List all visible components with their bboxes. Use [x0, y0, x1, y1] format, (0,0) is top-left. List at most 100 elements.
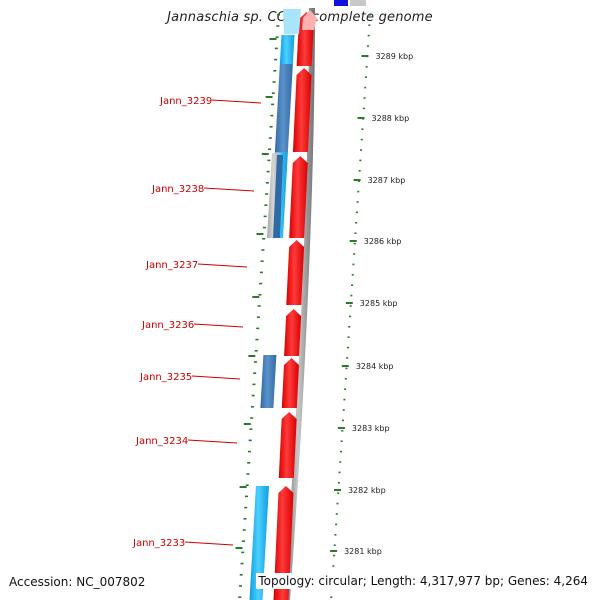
right-scale-tick: [339, 461, 342, 463]
scale-major-tick: [330, 550, 338, 552]
left-scale-tick: [268, 137, 272, 139]
gene-label: Jann_3234: [135, 436, 188, 447]
left-scale-tick: [265, 182, 269, 184]
gene-label-leader: [187, 439, 238, 444]
right-scale-tick: [369, 14, 372, 16]
left-scale-tick: [239, 574, 243, 576]
gene-block: [350, 0, 366, 6]
left-major-tick: [261, 153, 269, 155]
left-scale-tick: [245, 484, 249, 486]
right-scale-tick: [342, 419, 345, 422]
scale-major-tick: [357, 117, 365, 119]
right-scale-tick: [346, 346, 349, 349]
left-major-tick: [269, 38, 277, 40]
left-major-tick: [265, 96, 273, 98]
left-scale-tick: [271, 103, 275, 106]
scale-label: 3281 kbp: [344, 547, 382, 556]
left-scale-tick: [244, 506, 248, 509]
gene-block: [334, 0, 348, 6]
left-scale-tick: [272, 81, 276, 83]
left-scale-tick: [260, 260, 264, 262]
right-scale-tick: [333, 544, 336, 546]
accession-label: Accession: NC_007802: [9, 575, 146, 589]
right-scale-tick: [353, 253, 356, 255]
left-scale-tick: [256, 316, 260, 318]
scale-label: 3285 kbp: [360, 299, 398, 308]
right-scale-tick: [357, 180, 360, 182]
topology-info: Topology: circular; Length: 4,317,977 bp…: [256, 573, 590, 589]
left-scale-tick: [238, 585, 242, 587]
right-scale-tick: [360, 138, 363, 141]
left-scale-tick: [252, 383, 256, 386]
left-scale-tick: [263, 215, 267, 218]
right-scale-tick: [347, 336, 350, 338]
right-scale-tick: [344, 388, 347, 390]
left-scale-tick: [269, 126, 273, 128]
left-scale-tick: [270, 114, 274, 117]
right-scale-tick: [356, 201, 359, 203]
scale-label: 3288 kbp: [372, 114, 410, 123]
scale-major-tick: [341, 365, 349, 367]
right-scale-tick: [349, 305, 352, 307]
left-scale-tick: [247, 450, 251, 453]
forward-gene-arrow: [278, 412, 297, 478]
left-scale-tick: [265, 193, 269, 195]
gene-block: [274, 64, 293, 152]
left-major-tick: [243, 423, 251, 425]
left-scale-tick: [246, 473, 250, 475]
left-scale-tick: [273, 70, 277, 72]
left-scale-tick: [268, 148, 272, 150]
left-scale-tick: [271, 92, 275, 94]
right-scale-tick: [345, 367, 348, 370]
left-scale-tick: [262, 226, 266, 229]
right-scale-tick: [354, 232, 357, 234]
right-scale-tick: [357, 190, 360, 193]
right-scale-tick: [351, 274, 354, 276]
right-scale-tick: [332, 565, 335, 567]
gene-block: [273, 155, 283, 238]
right-scale-tick: [368, 24, 371, 26]
right-scale-tick: [366, 45, 369, 47]
left-major-tick: [235, 547, 243, 549]
right-scale-tick: [340, 440, 343, 442]
right-scale-tick: [333, 554, 336, 557]
left-scale-tick: [249, 428, 253, 430]
left-scale-tick: [274, 47, 278, 50]
scale-major-tick: [337, 427, 345, 429]
forward-gene-arrow: [281, 358, 299, 408]
left-scale-tick: [259, 271, 263, 274]
genome-backbone: [284, 8, 315, 600]
left-scale-tick: [248, 439, 252, 442]
right-scale-tick: [341, 430, 344, 432]
forward-gene-arrow: [289, 156, 308, 238]
gene-label-leader: [184, 541, 234, 546]
gene-label-leader: [203, 187, 255, 192]
gene-label: Jann_3233: [132, 538, 185, 549]
left-major-tick: [256, 233, 264, 235]
gene-label: Jann_3235: [139, 372, 192, 383]
gene-block: [279, 35, 295, 64]
left-scale-tick: [247, 462, 251, 464]
scale-label: 3287 kbp: [368, 176, 406, 185]
right-scale-tick: [336, 502, 339, 505]
right-scale-tick: [353, 242, 356, 245]
scale-major-tick: [345, 302, 353, 304]
gene-label-leader: [211, 99, 262, 104]
scale-label: 3289 kbp: [375, 52, 413, 61]
right-scale-tick: [334, 534, 337, 536]
left-scale-tick: [250, 417, 254, 419]
gene-label-leader: [193, 323, 244, 328]
right-scale-tick: [355, 211, 358, 214]
gene-label: Jann_3239: [159, 96, 212, 107]
forward-gene-arrow: [273, 486, 294, 600]
left-scale-tick: [266, 170, 270, 173]
right-scale-tick: [344, 378, 347, 380]
left-major-tick: [252, 296, 260, 298]
scale-major-tick: [361, 55, 369, 57]
forward-gene-arrow: [284, 309, 302, 356]
right-scale-tick: [363, 97, 366, 99]
right-scale-tick: [337, 482, 340, 484]
left-scale-tick: [261, 249, 265, 251]
left-scale-tick: [244, 495, 248, 498]
right-scale-tick: [365, 66, 368, 68]
